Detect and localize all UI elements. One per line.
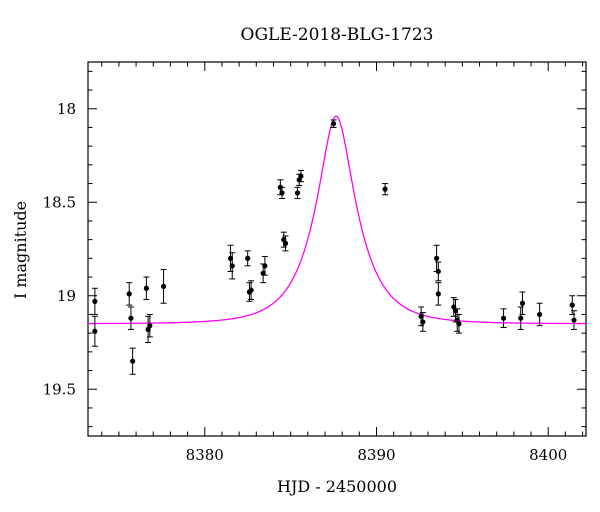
- point-marker: [279, 190, 285, 196]
- data-point: [143, 276, 150, 300]
- point-marker: [500, 315, 507, 321]
- y-tick-label: 19: [57, 287, 76, 305]
- y-tick-label: 18.5: [43, 193, 76, 211]
- x-tick-label: 8390: [357, 446, 395, 464]
- axis-tick-labels: 8380 8390 8400 18 18.5 19 19.5: [43, 100, 568, 464]
- point-marker: [294, 190, 301, 196]
- point-marker: [130, 358, 136, 364]
- point-marker: [298, 173, 304, 179]
- data-point: [244, 250, 251, 267]
- point-marker: [143, 285, 149, 291]
- x-tick-label: 8400: [529, 446, 567, 464]
- x-tick-label: 8380: [186, 446, 224, 464]
- point-marker: [262, 263, 268, 269]
- chart-title: OGLE-2018-BLG-1723: [241, 25, 434, 45]
- point-marker: [518, 315, 524, 321]
- data-point: [297, 169, 304, 183]
- point-marker: [160, 283, 167, 289]
- point-marker: [435, 268, 441, 275]
- point-marker: [330, 121, 337, 127]
- data-point: [91, 315, 98, 347]
- plot-border: [87, 61, 587, 437]
- data-point: [279, 186, 286, 200]
- data-point: [435, 282, 442, 306]
- point-marker: [126, 291, 132, 297]
- point-marker: [229, 263, 235, 269]
- point-marker: [128, 315, 134, 321]
- y-tick-label: 18: [57, 100, 76, 118]
- data-point: [519, 291, 526, 315]
- data-point: [419, 312, 426, 332]
- point-marker: [92, 298, 98, 304]
- x-axis-label: HJD - 2450000: [277, 477, 397, 496]
- data-point: [570, 310, 577, 330]
- point-marker: [519, 300, 526, 306]
- point-marker: [537, 311, 543, 318]
- model-curve-layer: [87, 115, 586, 325]
- point-marker: [382, 186, 388, 192]
- point-marker: [571, 317, 577, 323]
- data-point: [569, 295, 576, 315]
- data-point: [282, 235, 289, 252]
- data-point: [261, 255, 268, 276]
- data-point: [146, 313, 153, 338]
- plot-frame: [87, 61, 587, 437]
- data-point: [91, 287, 98, 315]
- point-marker: [245, 255, 251, 261]
- data-point: [127, 306, 134, 330]
- point-marker: [435, 291, 441, 297]
- data-point: [330, 119, 337, 128]
- data-point: [229, 252, 236, 280]
- data-point: [435, 261, 442, 282]
- point-marker: [569, 302, 575, 308]
- data-point: [160, 269, 167, 304]
- point-marker: [420, 319, 426, 325]
- data-point: [126, 282, 133, 306]
- point-marker: [248, 287, 254, 293]
- point-marker: [282, 240, 289, 246]
- axis-ticks: [88, 62, 586, 436]
- data-points-layer: [91, 119, 577, 375]
- point-marker: [92, 328, 98, 334]
- y-tick-label: 19.5: [43, 380, 76, 398]
- model-curve: [87, 115, 586, 325]
- point-marker: [147, 323, 153, 329]
- y-axis-label: I magnitude: [11, 201, 30, 299]
- data-point: [248, 280, 255, 300]
- data-point: [129, 347, 136, 375]
- point-marker: [456, 321, 462, 327]
- data-point: [536, 302, 543, 327]
- data-point: [294, 186, 301, 200]
- data-point: [500, 308, 507, 329]
- point-marker: [434, 255, 440, 261]
- data-point: [382, 183, 389, 196]
- data-point: [455, 313, 462, 334]
